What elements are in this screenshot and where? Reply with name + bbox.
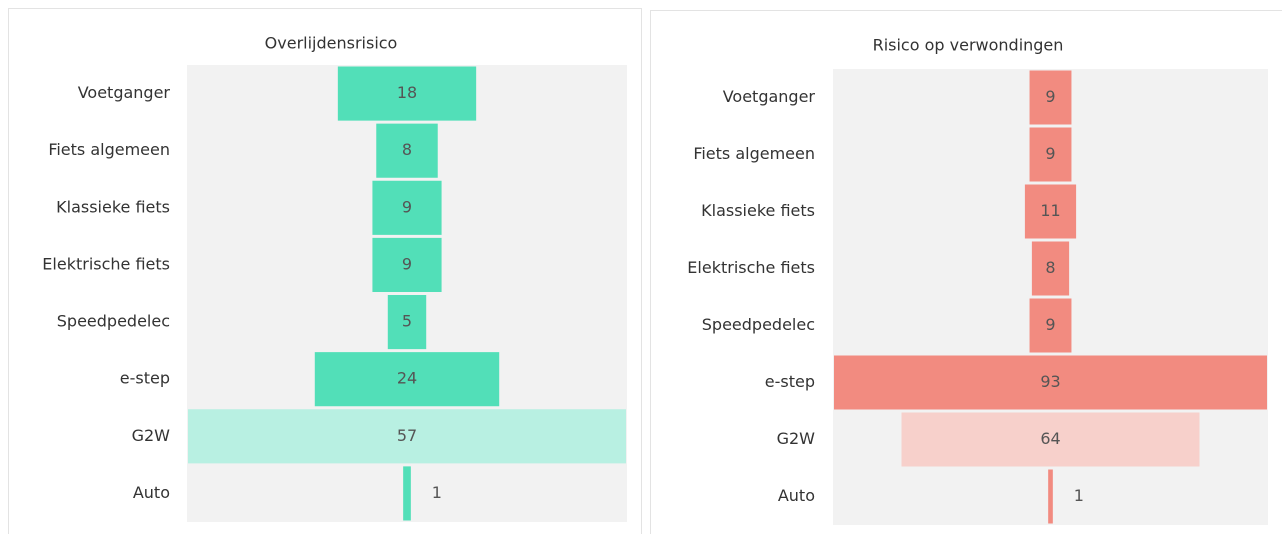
category-label: Klassieke fiets: [701, 201, 815, 220]
funnel-bar: [1024, 184, 1077, 239]
category-label: Speedpedelec: [702, 315, 815, 334]
category-label: Voetganger: [78, 83, 171, 102]
funnel-bar: [403, 466, 411, 521]
category-label: Elektrische fiets: [687, 258, 815, 277]
value-label: 24: [397, 369, 417, 388]
category-label: Fiets algemeen: [48, 140, 170, 159]
category-label: e-step: [765, 372, 815, 391]
value-label: 11: [1040, 201, 1060, 220]
value-label: 18: [397, 83, 417, 102]
funnel-bar: [1029, 127, 1072, 182]
value-label: 8: [402, 140, 412, 159]
value-label: 93: [1040, 372, 1060, 391]
category-label: G2W: [777, 429, 816, 448]
funnel-bar: [314, 352, 500, 407]
value-label: 9: [402, 197, 412, 216]
panel-border: [650, 10, 1282, 534]
funnel-bar: [376, 123, 438, 178]
category-label: Speedpedelec: [57, 312, 170, 331]
category-label: Voetganger: [723, 87, 816, 106]
category-label: Auto: [133, 483, 170, 502]
funnel-bar: [1048, 469, 1053, 524]
funnel-bar: [372, 180, 442, 235]
funnel-bar: [387, 295, 427, 350]
value-label: 9: [402, 254, 412, 273]
value-label: 5: [402, 312, 412, 331]
funnel-bar: [337, 66, 477, 121]
value-label: 9: [1045, 315, 1055, 334]
funnel-bar: [1029, 70, 1072, 125]
value-label: 8: [1045, 258, 1055, 277]
chart-title: Risico op verwondingen: [873, 36, 1064, 55]
funnel-bar: [1029, 298, 1072, 353]
value-label: 1: [432, 483, 442, 502]
value-label: 64: [1040, 429, 1060, 448]
funnel-bar: [901, 412, 1200, 467]
value-label: 1: [1074, 486, 1084, 505]
category-label: Auto: [778, 486, 815, 505]
funnel-bar: [834, 355, 1267, 410]
category-label: G2W: [132, 426, 171, 445]
funnel-bar: [188, 409, 626, 464]
funnel-bar: [1031, 241, 1070, 296]
panel-border: [8, 8, 642, 534]
value-label: 9: [1045, 144, 1055, 163]
category-label: e-step: [120, 369, 170, 388]
chart-title: Overlijdensrisico: [265, 34, 398, 53]
funnel-bar: [372, 237, 442, 292]
category-label: Klassieke fiets: [56, 197, 170, 216]
category-label: Fiets algemeen: [693, 144, 815, 163]
value-label: 57: [397, 426, 417, 445]
value-label: 9: [1045, 87, 1055, 106]
category-label: Elektrische fiets: [42, 254, 170, 273]
